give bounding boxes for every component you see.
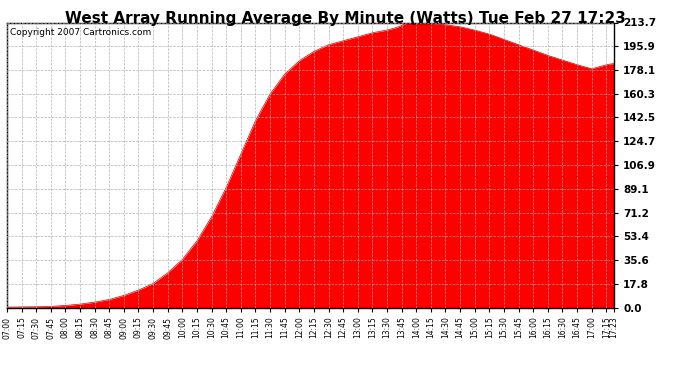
Text: West Array Running Average By Minute (Watts) Tue Feb 27 17:23: West Array Running Average By Minute (Wa… bbox=[65, 11, 625, 26]
Text: Copyright 2007 Cartronics.com: Copyright 2007 Cartronics.com bbox=[10, 28, 151, 37]
